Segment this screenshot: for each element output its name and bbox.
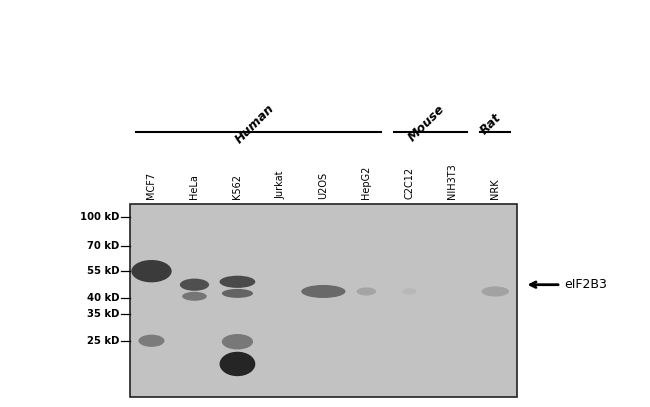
Text: HepG2: HepG2 (361, 166, 371, 199)
Ellipse shape (482, 287, 509, 297)
Text: 55 kD: 55 kD (87, 266, 120, 276)
Text: Jurkat: Jurkat (276, 171, 285, 199)
Text: 100 kD: 100 kD (80, 212, 120, 222)
Text: HeLa: HeLa (189, 175, 200, 199)
Text: NRK: NRK (490, 179, 501, 199)
Ellipse shape (222, 334, 253, 350)
Text: U2OS: U2OS (318, 172, 328, 199)
Ellipse shape (138, 335, 164, 347)
Text: C2C12: C2C12 (404, 167, 414, 199)
Ellipse shape (357, 287, 376, 295)
Ellipse shape (182, 292, 207, 301)
Text: MCF7: MCF7 (146, 172, 157, 199)
Text: NIH3T3: NIH3T3 (447, 164, 458, 199)
Text: 25 kD: 25 kD (87, 336, 120, 346)
Ellipse shape (301, 285, 346, 298)
Ellipse shape (222, 289, 253, 298)
Ellipse shape (220, 276, 255, 288)
Text: Human: Human (232, 101, 276, 146)
Text: Rat: Rat (478, 111, 504, 137)
Ellipse shape (402, 288, 417, 295)
Text: Mouse: Mouse (406, 103, 447, 144)
Text: eIF2B3: eIF2B3 (564, 278, 607, 291)
Text: 40 kD: 40 kD (87, 293, 120, 303)
Ellipse shape (131, 260, 172, 282)
Text: 35 kD: 35 kD (87, 309, 120, 319)
Ellipse shape (180, 278, 209, 291)
Ellipse shape (220, 352, 255, 376)
Text: K562: K562 (233, 175, 242, 199)
Bar (130, 204, 517, 397)
Text: 70 kD: 70 kD (87, 241, 120, 251)
